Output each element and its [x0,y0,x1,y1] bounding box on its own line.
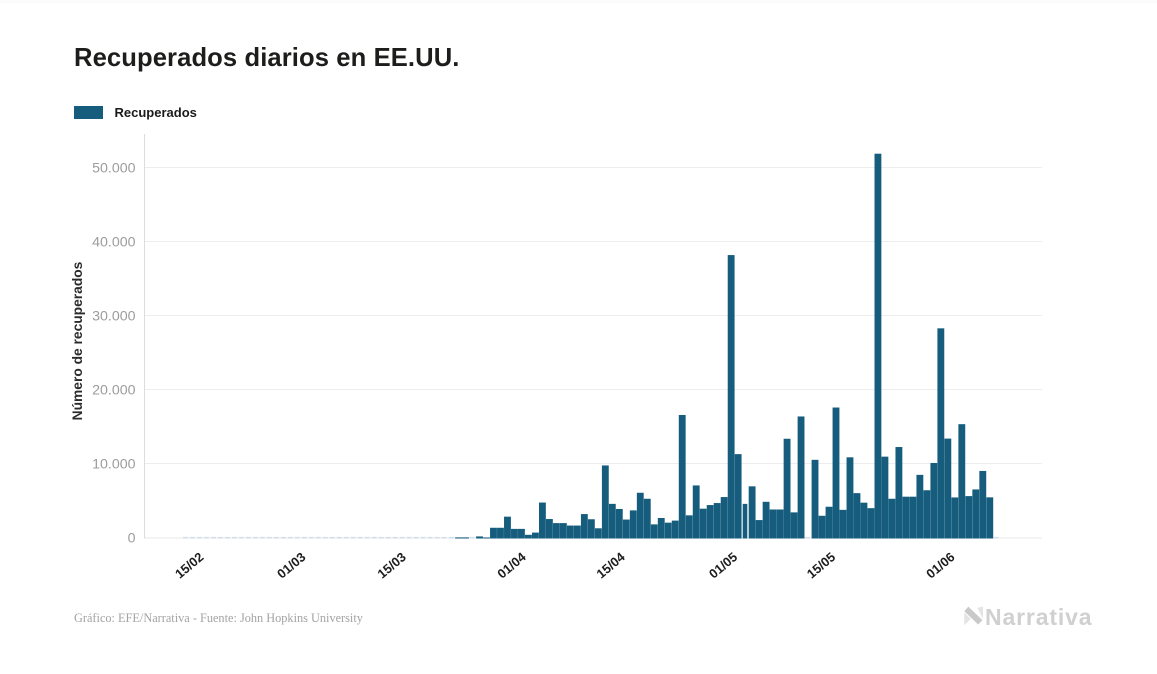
svg-text:01/05: 01/05 [706,549,740,581]
svg-text:50.000: 50.000 [92,161,136,177]
svg-text:15/05: 15/05 [804,549,838,581]
svg-text:10.000: 10.000 [92,457,136,473]
svg-text:01/06: 01/06 [923,549,957,581]
svg-text:20.000: 20.000 [92,383,136,399]
svg-text:01/04: 01/04 [494,549,529,582]
svg-text:Número de recuperados: Número de recuperados [70,261,85,420]
svg-text:30.000: 30.000 [92,309,136,325]
svg-text:0: 0 [128,531,136,547]
svg-text:15/03: 15/03 [374,549,408,581]
svg-text:15/02: 15/02 [172,549,206,581]
svg-text:15/04: 15/04 [593,549,628,582]
svg-text:40.000: 40.000 [92,235,136,251]
svg-text:01/03: 01/03 [274,549,308,581]
